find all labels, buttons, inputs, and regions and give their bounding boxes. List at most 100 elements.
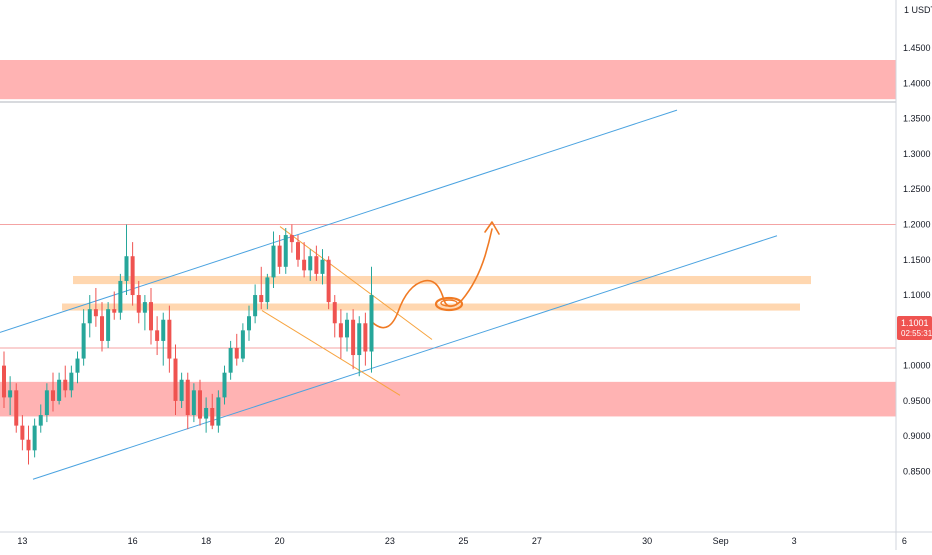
flag-upper-line xyxy=(279,226,433,340)
candle xyxy=(38,404,43,433)
candle-body xyxy=(314,256,319,274)
date-tick-label: 6 xyxy=(902,536,907,546)
candle-body xyxy=(357,323,362,356)
candle-body xyxy=(32,425,37,451)
date-tick-label: 25 xyxy=(458,536,468,546)
candle xyxy=(228,340,233,380)
candle xyxy=(179,372,184,408)
candle xyxy=(265,273,270,310)
candle xyxy=(320,249,325,285)
candle xyxy=(326,256,331,310)
candle xyxy=(136,280,141,324)
candle-body xyxy=(302,259,307,271)
candle-body xyxy=(228,347,233,373)
candle-body xyxy=(57,379,62,401)
candle xyxy=(338,309,343,359)
candle-body xyxy=(234,347,239,359)
candle xyxy=(332,295,337,338)
candle-body xyxy=(93,309,98,317)
quote-currency-label: 1 USDT xyxy=(904,5,932,15)
price-tick-label: 1.2500 xyxy=(903,184,931,194)
target-circle xyxy=(434,296,464,312)
candle xyxy=(247,305,251,341)
candle-body xyxy=(222,372,227,398)
candle-body xyxy=(283,235,288,267)
candle-body xyxy=(369,295,374,352)
candle xyxy=(112,291,117,320)
candle xyxy=(100,302,104,352)
drawing-layer xyxy=(0,109,778,480)
candle-body xyxy=(69,372,74,391)
candle xyxy=(69,365,74,398)
candle-body xyxy=(308,256,313,271)
price-axis[interactable]: 1 USDT 1.4500 1.4000 1.3500 1.3000 1.2500 1.2… xyxy=(895,0,932,550)
support-zone xyxy=(0,381,896,417)
date-tick-label: 18 xyxy=(201,536,211,546)
candle-body xyxy=(81,323,86,359)
candle-body xyxy=(8,390,13,398)
candle-body xyxy=(289,235,294,243)
candle-body xyxy=(124,256,129,281)
candle xyxy=(51,372,55,412)
candle xyxy=(8,376,13,416)
candle-body xyxy=(247,316,251,331)
candle-body xyxy=(51,390,55,401)
candle-body xyxy=(155,330,160,341)
last-price-tag: 1.1001 02:55:31 xyxy=(897,316,932,340)
candle-body xyxy=(149,302,153,331)
candle xyxy=(173,344,178,416)
candle xyxy=(130,242,135,306)
price-tick-label: 0.9000 xyxy=(903,431,931,441)
candle-body xyxy=(26,439,31,451)
candle-body xyxy=(63,379,68,391)
candle-body xyxy=(259,295,264,303)
resistance-zone xyxy=(0,59,896,100)
candle-body xyxy=(167,319,172,359)
candle-body xyxy=(2,365,6,398)
candle-body xyxy=(44,390,49,416)
last-price-label: 1.1001 xyxy=(901,318,929,328)
resistance-band xyxy=(73,275,811,285)
candle xyxy=(155,316,160,356)
flag-lower-line xyxy=(261,310,401,396)
candle-body xyxy=(20,425,25,440)
candle xyxy=(363,312,368,366)
candle xyxy=(161,312,166,366)
price-tick-label: 1.3000 xyxy=(903,149,931,159)
candle xyxy=(106,302,111,348)
date-tick-label: 23 xyxy=(385,536,395,546)
candle-body xyxy=(271,245,276,278)
candle-body xyxy=(185,379,190,416)
candle-layer xyxy=(2,224,374,465)
date-tick-label: 16 xyxy=(128,536,138,546)
price-tick-label: 1.4500 xyxy=(903,43,931,53)
date-tick-label: 27 xyxy=(532,536,542,546)
candle-body xyxy=(351,319,356,356)
candle-body xyxy=(265,277,270,303)
candle-body xyxy=(240,330,245,359)
candle-body xyxy=(161,319,166,341)
candle-body xyxy=(38,415,43,426)
arrow-head xyxy=(484,221,500,235)
candle-body xyxy=(179,379,184,401)
candle xyxy=(277,235,282,274)
candle-body xyxy=(130,256,135,296)
candle-body xyxy=(296,242,300,260)
candle xyxy=(167,305,172,373)
candle-body xyxy=(173,358,178,401)
candle-body xyxy=(14,390,19,426)
candle-body xyxy=(253,295,258,317)
target-circle-inner xyxy=(440,299,458,307)
candle-body xyxy=(345,319,349,338)
candle-body xyxy=(136,295,141,313)
candle-body xyxy=(338,323,343,338)
candle xyxy=(63,365,68,398)
time-axis[interactable]: 1316182023252730Sep368101315 xyxy=(0,531,932,546)
date-tick-label: Sep xyxy=(713,536,729,546)
candle xyxy=(283,227,288,274)
candle xyxy=(271,231,276,288)
candle-body xyxy=(106,309,111,341)
candle xyxy=(351,309,356,370)
